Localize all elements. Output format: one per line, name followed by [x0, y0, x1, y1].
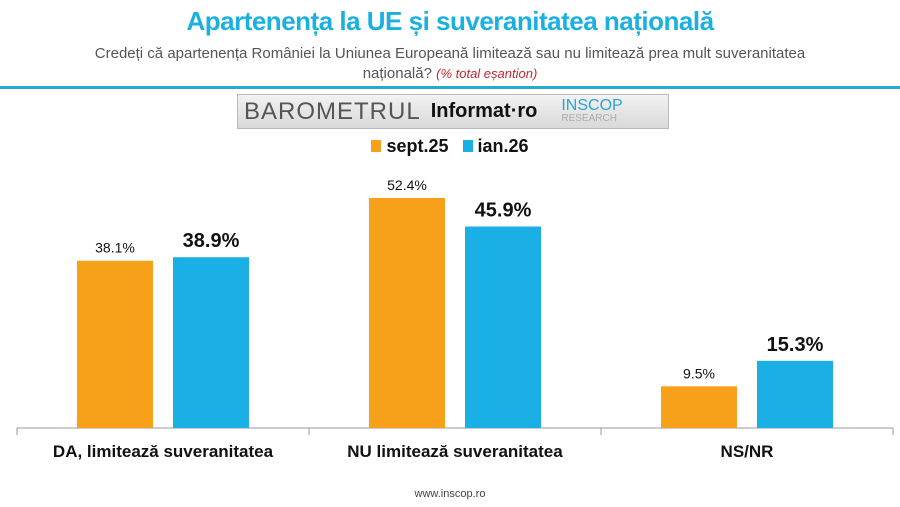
chart-title: Apartenența la UE și suveranitatea națio…: [186, 6, 714, 36]
bar-ian26-0: [173, 257, 249, 428]
bar-sept25-1: [369, 197, 445, 428]
header-divider: [0, 86, 900, 89]
question-text: Credeți că apartenența României la Uniun…: [94, 45, 806, 82]
bar-sept25-0: [77, 260, 153, 428]
legend-item-ian26: ian.26: [462, 136, 529, 157]
chart-subtitle: Credeți că apartenența României la Uniun…: [60, 44, 840, 84]
bar-sept25-2: [661, 386, 737, 428]
inscop-logo-text: INSCOP: [561, 96, 623, 114]
subtitle-note: (% total eșantion): [436, 66, 538, 81]
data-label: 52.4%: [387, 177, 427, 193]
category-label: NU limitează suveranitatea: [347, 442, 563, 461]
category-label: NS/NR: [721, 442, 774, 461]
legend: sept.25 ian.26: [0, 136, 900, 157]
inscop-logo: INSCOP RESEARCH: [561, 96, 623, 125]
legend-swatch-sept25: [371, 140, 382, 152]
data-label: 9.5%: [683, 365, 715, 381]
inscop-research-text: RESEARCH: [561, 112, 617, 124]
barometru-logo-banner: BAROMETRUL Informat·ro INSCOP RESEARCH: [237, 94, 669, 129]
data-label: 45.9%: [475, 199, 532, 221]
footer-url: www.inscop.ro: [414, 488, 486, 500]
legend-label: ian.26: [477, 136, 529, 156]
legend-item-sept25: sept.25: [371, 136, 449, 157]
legend-swatch-ian26: [462, 140, 473, 152]
informat-logo: Informat·ro: [430, 100, 538, 122]
category-label: DA, limitează suveranitatea: [53, 442, 274, 461]
data-label: 38.9%: [183, 230, 240, 252]
bar-ian26-1: [465, 226, 541, 428]
barometru-logo-text: BAROMETRUL: [244, 97, 421, 125]
bar-ian26-2: [757, 360, 833, 428]
legend-label: sept.25: [386, 136, 449, 156]
data-label: 15.3%: [767, 334, 824, 356]
data-label: 38.1%: [95, 240, 135, 256]
